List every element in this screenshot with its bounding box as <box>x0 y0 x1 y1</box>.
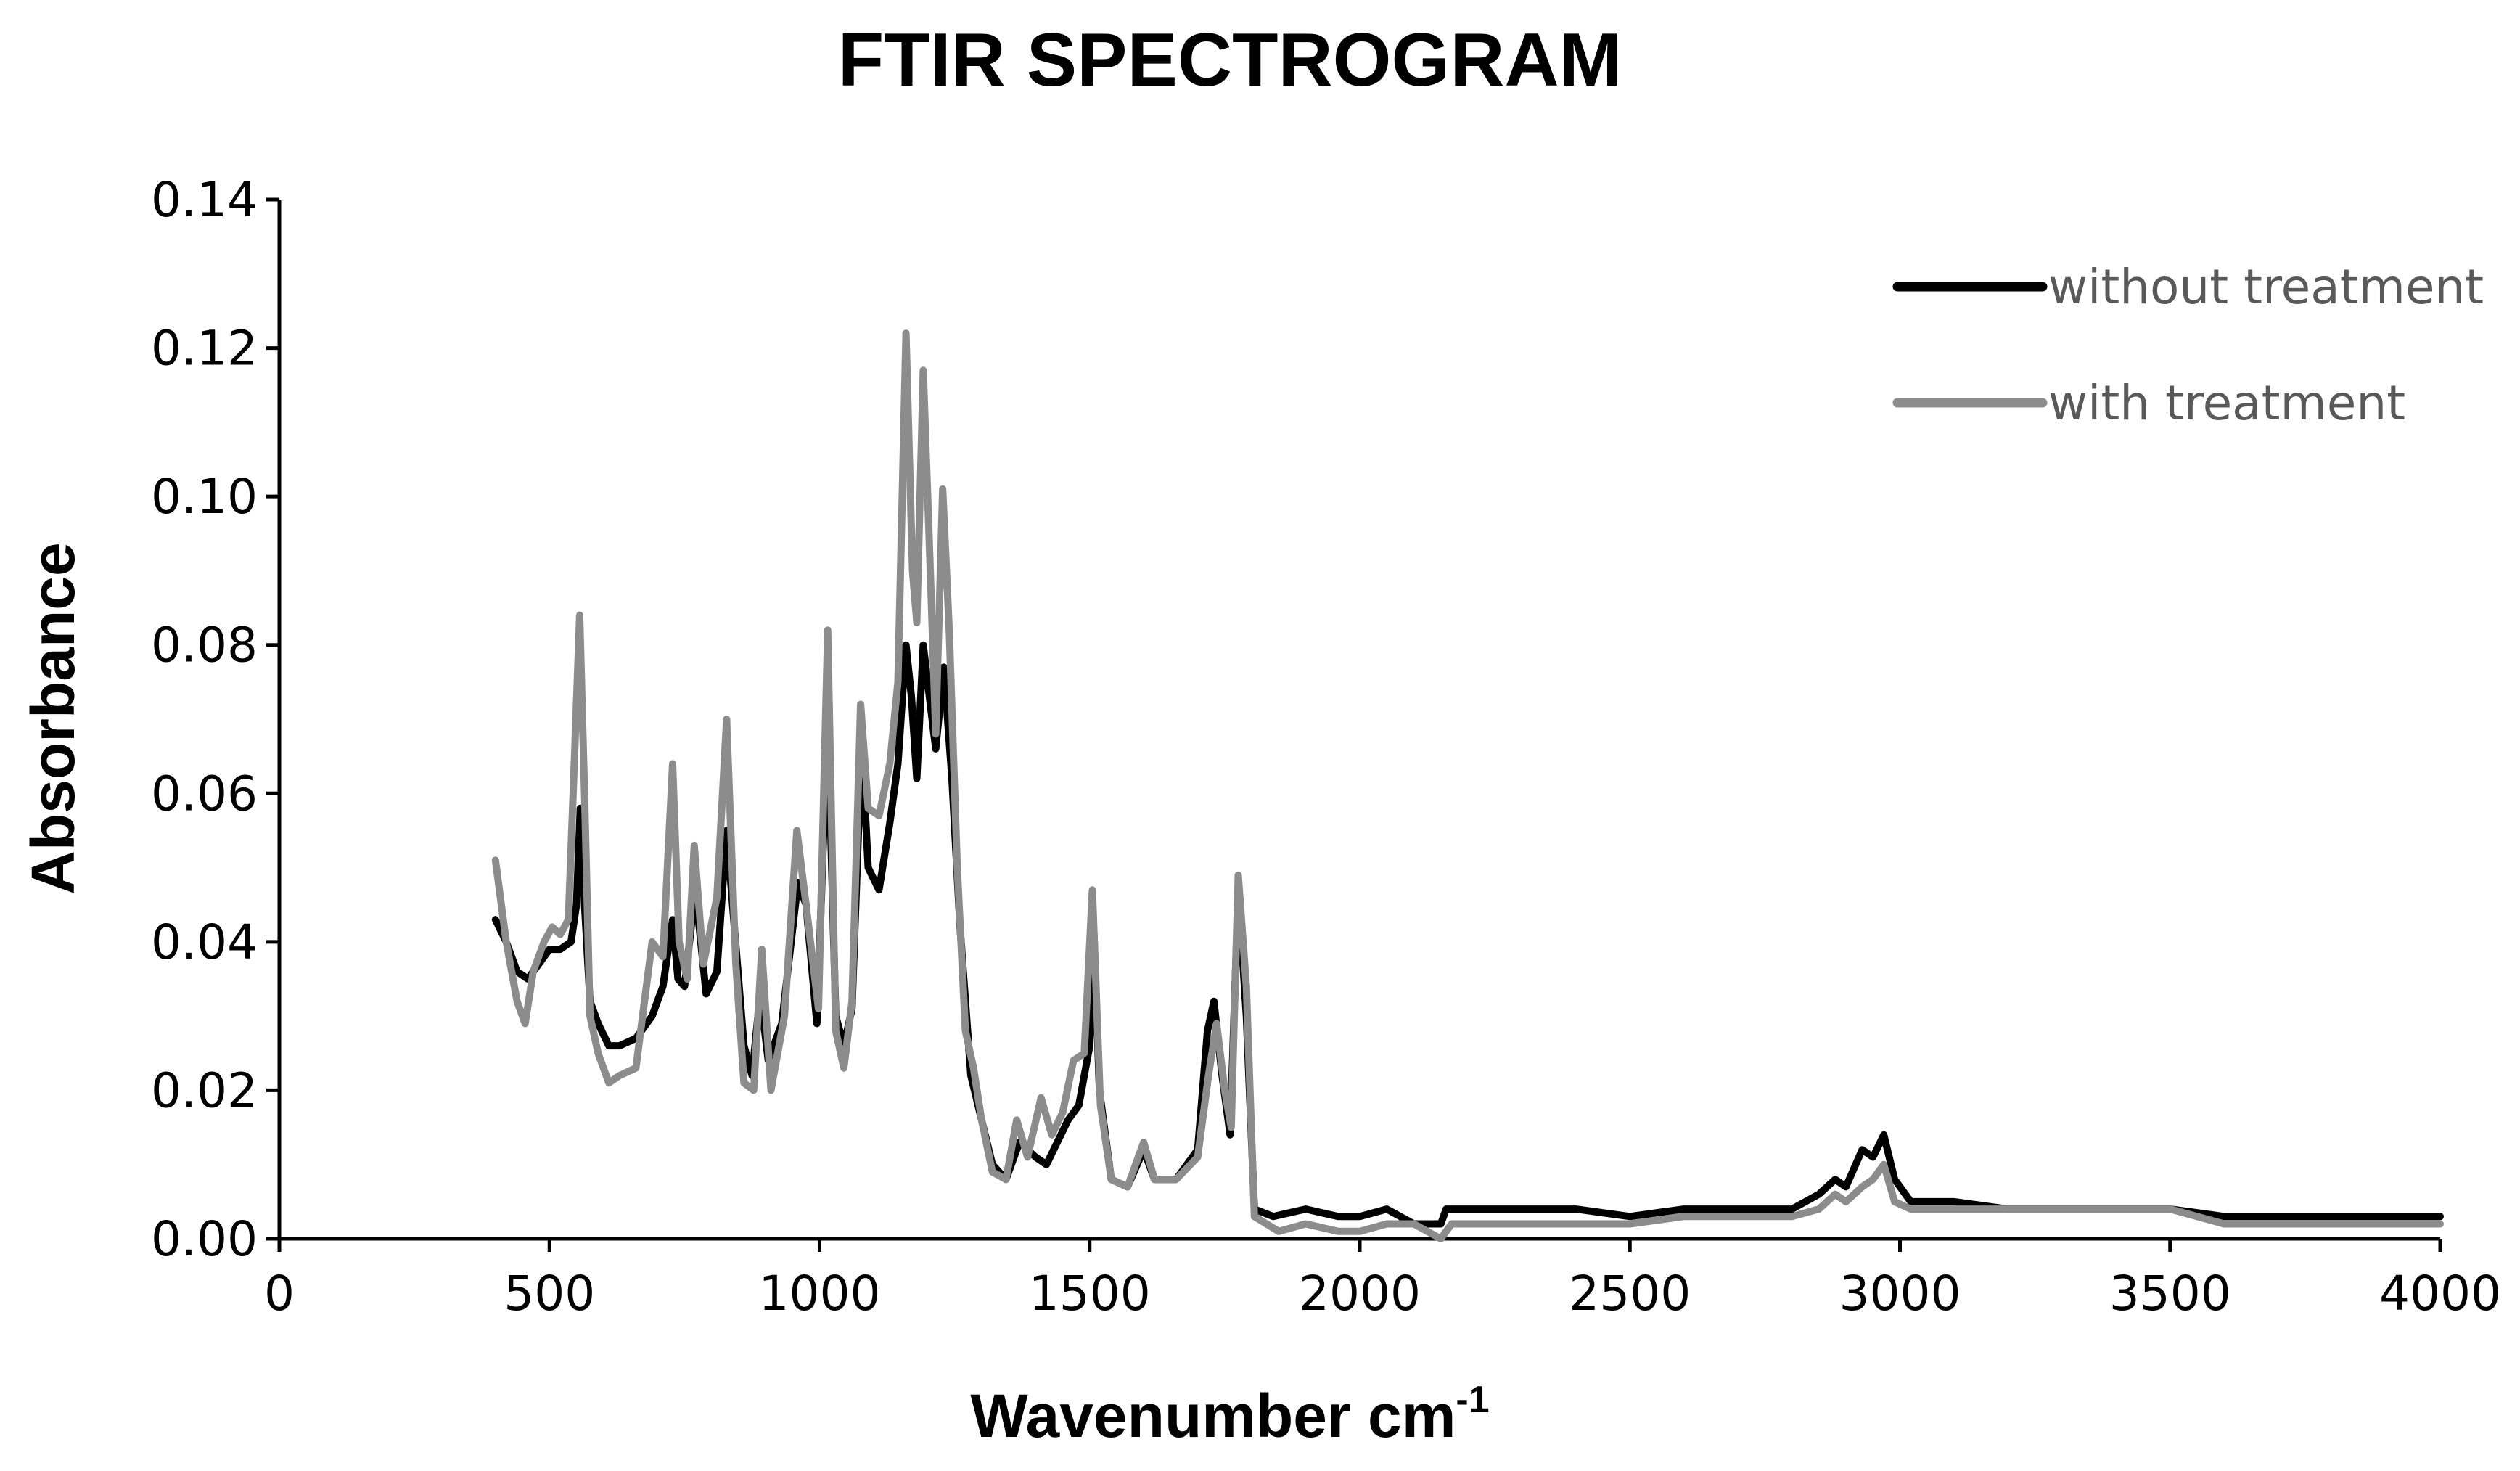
x-tick-label: 4000 <box>2379 1266 2501 1322</box>
y-axis-ticks: 0.00 0.02 0.04 0.06 0.08 0.10 0.12 0.14 <box>151 172 279 1267</box>
y-axis-label: Absorbance <box>19 542 87 894</box>
y-tick-label: 0.12 <box>151 321 258 377</box>
x-tick-label: 2000 <box>1299 1266 1421 1322</box>
legend-label-without-treatment: without treatment <box>2048 259 2484 315</box>
x-axis-label-superscript: -1 <box>1456 1379 1489 1421</box>
x-tick-label: 1000 <box>759 1266 881 1322</box>
x-axis-ticks: 0 500 1000 1500 2000 2500 3000 3500 4000 <box>264 1239 2501 1322</box>
y-tick-label: 0.04 <box>151 914 258 970</box>
x-tick-label: 2500 <box>1569 1266 1691 1322</box>
y-tick-label: 0.10 <box>151 469 258 525</box>
legend: without treatment with treatment <box>1892 259 2484 431</box>
y-tick-label: 0.02 <box>151 1062 258 1118</box>
x-tick-label: 1500 <box>1029 1266 1151 1322</box>
y-tick-label: 0.08 <box>151 618 258 673</box>
x-tick-label: 3500 <box>2109 1266 2231 1322</box>
y-tick-label: 0.14 <box>151 172 258 228</box>
y-tick-label: 0.00 <box>151 1211 258 1267</box>
chart-title: FTIR SPECTROGRAM <box>838 18 1622 102</box>
x-tick-label: 0 <box>264 1266 295 1322</box>
series-line-with-treatment <box>491 329 2444 1242</box>
x-axis-label: Wavenumber cm-1 <box>970 1379 1489 1450</box>
x-tick-label: 3000 <box>1839 1266 1961 1322</box>
y-tick-label: 0.06 <box>151 766 258 821</box>
x-axis-label-text: Wavenumber cm <box>970 1382 1456 1450</box>
legend-label-with-treatment: with treatment <box>2048 375 2405 431</box>
plot-area: 0.00 0.02 0.04 0.06 0.08 0.10 0.12 0.14 0 500 100… <box>151 172 2501 1322</box>
series-layer <box>491 329 2444 1242</box>
x-tick-label: 500 <box>504 1266 595 1322</box>
